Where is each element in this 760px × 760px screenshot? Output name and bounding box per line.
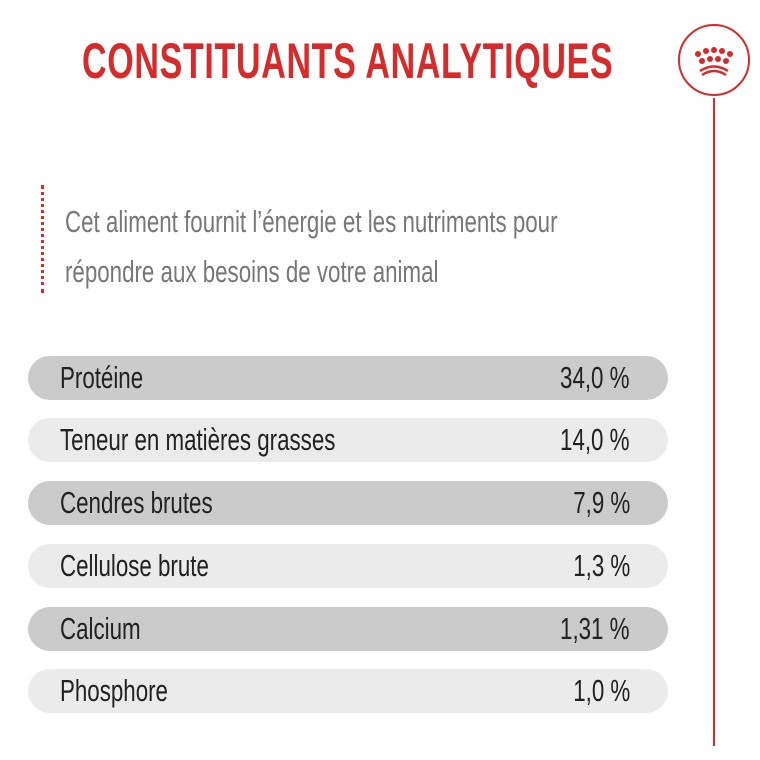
nutrient-row: Teneur en matières grasses 14,0 %: [28, 418, 668, 462]
nutrient-label: Protéine: [60, 360, 144, 395]
royal-crown-icon: [676, 22, 752, 103]
intro-line-2: répondre aux besoins de votre animal: [65, 254, 439, 289]
nutrient-value: 14,0 %: [560, 422, 630, 457]
nutrient-label: Phosphore: [60, 673, 168, 708]
nutrient-row: Cendres brutes 7,9 %: [28, 481, 668, 525]
nutrient-row: Cellulose brute 1,3 %: [28, 544, 668, 588]
nutrient-value: 34,0 %: [560, 360, 630, 395]
nutrient-value: 7,9 %: [572, 485, 630, 520]
nutrient-label: Cellulose brute: [60, 548, 209, 583]
page-title: CONSTITUANTS ANALYTIQUES: [82, 32, 760, 90]
nutrient-value: 1,0 %: [572, 673, 630, 708]
nutrient-label: Cendres brutes: [60, 485, 213, 520]
intro-line-1: Cet aliment fournit l’énergie et les nut…: [65, 204, 558, 239]
intro-text: Cet aliment fournit l’énergie et les nut…: [65, 197, 749, 297]
dotted-divider: [41, 185, 44, 293]
nutrient-value: 1,3 %: [572, 548, 630, 583]
vertical-divider: [713, 98, 715, 746]
nutrient-label: Teneur en matières grasses: [60, 422, 336, 457]
nutrient-value: 1,31 %: [560, 611, 630, 646]
title-text: CONSTITUANTS ANALYTIQUES: [82, 33, 614, 89]
nutrient-row: Phosphore 1,0 %: [28, 669, 668, 713]
nutrient-label: Calcium: [60, 611, 141, 646]
nutrient-row: Protéine 34,0 %: [28, 356, 668, 400]
nutrient-row: Calcium 1,31 %: [28, 607, 668, 651]
